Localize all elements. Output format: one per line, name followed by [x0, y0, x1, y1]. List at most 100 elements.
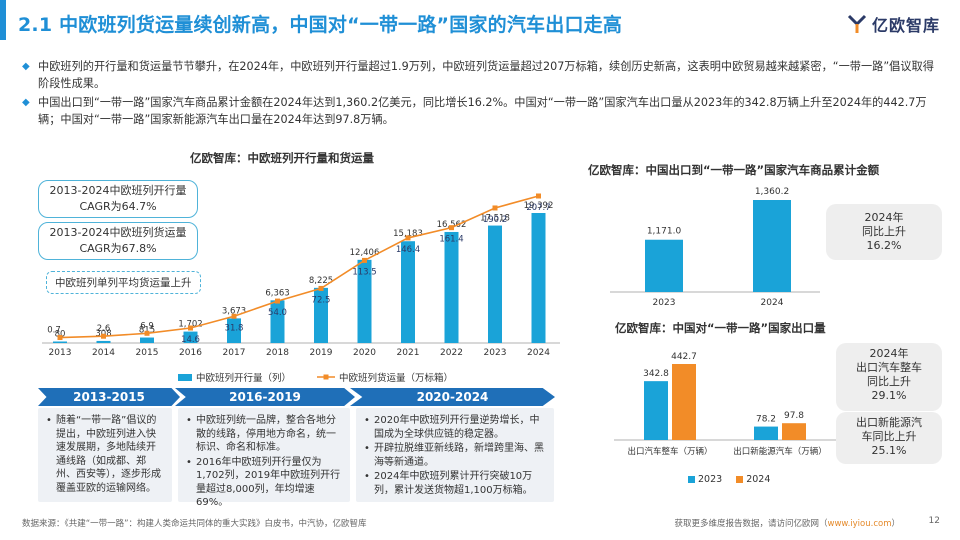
x-tick-label: 2019: [310, 348, 333, 358]
legend-label-2024: 2024: [746, 474, 771, 485]
left-chart-title: 亿欧智库：中欧班列开行量和货运量: [190, 151, 374, 165]
x-tick-label: 2015: [136, 348, 159, 358]
bar-trains: [531, 213, 546, 343]
legend-label-2023: 2023: [698, 474, 723, 485]
bar-label: 15,183: [393, 229, 423, 239]
period-item: 2016年中欧班列开行量仅为1,702列，2019年中欧班列开行量超过8,000…: [186, 456, 342, 510]
bar-trains: [314, 287, 328, 343]
bar-trains: [53, 341, 67, 343]
line-label: 31.8: [225, 323, 244, 333]
x-tick-label: 2024: [761, 298, 784, 308]
bar-label: 815: [139, 326, 155, 336]
footer-visit-text: 获取更多维度报告数据，请访问亿欧网（: [674, 519, 828, 529]
legend-item-2024: 2024: [736, 474, 770, 485]
line-point: [275, 298, 280, 304]
legend-label-cargo: 中欧班列货运量（万标箱）: [339, 373, 454, 384]
bar-label: 97.8: [784, 411, 804, 421]
growth-amount-l3: 16.2%: [866, 239, 902, 252]
bar-export-2024: [782, 423, 806, 440]
footer-source: 数据来源：《共建“一带一路”：构建人类命运共同体的重大实践》白皮书，中汽协，亿欧…: [22, 519, 367, 529]
page-number: 12: [928, 516, 940, 526]
line-label: 2.6: [97, 324, 111, 334]
line-point: [101, 333, 106, 339]
bar-export-2023: [644, 381, 668, 440]
bar-label: 12,406: [350, 248, 380, 258]
period-item: 开辟拉脱维亚新线路，新增跨里海、黑海等新通道。: [364, 442, 546, 469]
x-tick-label: 2016: [179, 348, 202, 358]
summary-bullets: 中欧班列的开行量和货运量节节攀升，在2024年，中欧班列开行量超过1.9万列，中…: [22, 58, 942, 130]
bar-label: 1,702: [178, 320, 202, 330]
growth-box-vehicle: 2024年 出口汽车整车 同比上升 29.1%: [836, 343, 942, 411]
legend-item-cargo: 中欧班列货运量（万标箱）: [317, 370, 453, 384]
logo: 亿欧智库: [846, 12, 940, 36]
x-tick-label: 出口新能源汽车（万辆）: [733, 446, 827, 457]
growth-vehicle-l4: 29.1%: [871, 389, 907, 402]
line-point: [449, 225, 454, 231]
legend-swatch-2023: [688, 476, 695, 483]
period-label-2013-2015: 2013-2015: [38, 388, 180, 406]
period-item: 2024年中欧班列累计开行突破10万列，累计发送货物超1,100万标箱。: [364, 470, 546, 497]
growth-vehicle-l2: 出口汽车整车: [856, 361, 922, 374]
x-tick-label: 出口汽车整车（万辆）: [627, 446, 712, 457]
line-label: 207.7: [526, 203, 550, 213]
legend-swatch-bar: [178, 373, 192, 381]
legend-item-2023: 2023: [688, 474, 722, 485]
bar-trains: [270, 300, 285, 343]
line-label: 6.9: [140, 321, 154, 331]
line-point: [318, 285, 324, 291]
annotation-cagr-trains-line1: 2013-2024中欧班列开行量: [49, 184, 187, 197]
x-tick-label: 2022: [440, 348, 463, 358]
right-bottom-legend: 2023 2024: [688, 474, 770, 485]
x-tick-label: 2013: [49, 348, 72, 358]
growth-vehicle-l1: 2024年: [869, 347, 909, 360]
line-label: 161.4: [439, 235, 463, 245]
left-chart: 802013308201481520151,70220163,67320176,…: [42, 193, 560, 358]
legend-item-trains: 中欧班列开行量（列）: [178, 370, 291, 384]
growth-vehicle-l3: 同比上升: [867, 375, 911, 388]
bar-trains: [183, 331, 198, 343]
growth-nev-l1: 出口新能源汽: [856, 416, 922, 429]
bar-label: 8,225: [309, 276, 333, 286]
footer-link[interactable]: www.iyiou.com: [827, 519, 892, 529]
bar-label: 78.2: [756, 415, 776, 425]
line-point: [57, 335, 63, 341]
x-tick-label: 2014: [92, 348, 115, 358]
bar-amount: [753, 200, 791, 292]
bar-trains: [227, 318, 241, 343]
line-label: 0.7: [47, 326, 61, 336]
bar-label: 6,363: [265, 288, 289, 298]
x-tick-label: 2024: [527, 348, 550, 358]
bar-trains: [444, 231, 459, 343]
bar-label: 1,360.2: [755, 187, 789, 197]
annotation-cagr-cargo: 2013-2024中欧班列货运量 CAGR为67.8%: [38, 222, 198, 260]
annotation-cagr-cargo-line2: CAGR为67.8%: [79, 242, 157, 255]
growth-amount-l1: 2024年: [864, 211, 904, 224]
growth-nev-l3: 25.1%: [871, 444, 907, 457]
title-accent-bar: [0, 0, 6, 40]
x-tick-label: 2018: [266, 348, 289, 358]
bar-export-2024: [672, 364, 696, 440]
bar-label: 1,171.0: [647, 227, 682, 237]
bar-label: 16,562: [437, 220, 467, 230]
annotation-cagr-cargo-line1: 2013-2024中欧班列货运量: [49, 226, 187, 239]
line-label: 14.6: [181, 335, 200, 345]
footer-visit-end: ）: [891, 519, 900, 529]
growth-amount-l2: 同比上升: [862, 225, 906, 238]
x-tick-label: 2017: [223, 348, 246, 358]
line-label: 72.5: [312, 295, 331, 305]
annotation-cagr-trains: 2013-2024中欧班列开行量 CAGR为64.7%: [38, 180, 198, 218]
x-tick-label: 2020: [353, 348, 376, 358]
period-item: 2020年中欧班列开行量逆势增长，中国成为全球供应链的稳定器。: [364, 414, 546, 441]
bar-trains: [401, 241, 415, 343]
line-label: 113.5: [352, 267, 376, 277]
growth-nev-l2: 车同比上升: [861, 430, 917, 443]
line-label: 190.2: [483, 215, 507, 225]
footer-visit: 获取更多维度报告数据，请访问亿欧网（www.iyiou.com）: [674, 517, 900, 529]
bar-label: 19,392: [524, 201, 554, 211]
line-point: [188, 325, 193, 331]
legend-label-trains: 中欧班列开行量（列）: [196, 373, 292, 384]
growth-box-nev: 出口新能源汽 车同比上升 25.1%: [836, 412, 942, 464]
logo-icon: [847, 14, 867, 33]
period-item: 随着“一带一路”倡议的提出，中欧班列进入快速发展期，多地陆续开通线路（如成都、郑…: [46, 414, 164, 495]
